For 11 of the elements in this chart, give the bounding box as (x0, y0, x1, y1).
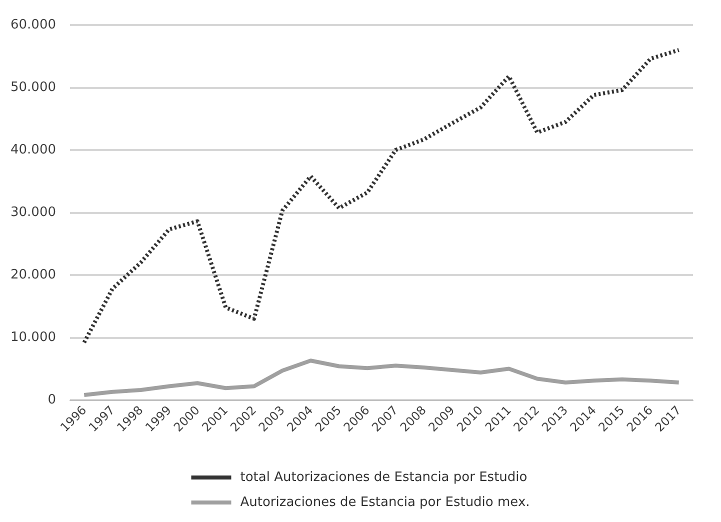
y-tick-label: 10.000 (10, 330, 56, 345)
y-tick-label: 30.000 (10, 205, 56, 220)
legend-label: Autorizaciones de Estancia por Estudio mex. (240, 495, 530, 510)
y-tick-label: 50.000 (10, 80, 56, 95)
y-tick-label: 20.000 (10, 268, 56, 282)
line-series (82, 358, 681, 397)
line-series (82, 48, 681, 344)
y-tick-label: 0 (48, 392, 56, 408)
legend-label: total Autorizaciones de Estancia por Estudio (240, 470, 528, 485)
y-tick-label: 60.000 (10, 18, 56, 32)
y-tick-label: 40.000 (10, 142, 56, 158)
